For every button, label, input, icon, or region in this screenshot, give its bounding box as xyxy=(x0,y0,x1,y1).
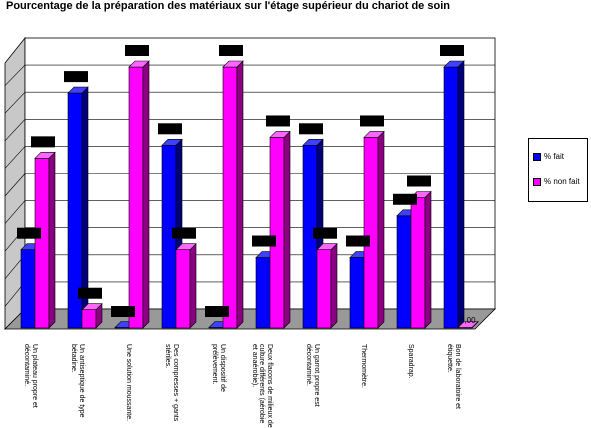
category-label: Thermomètre. xyxy=(360,344,367,388)
data-label-box-0-2 xyxy=(111,306,135,317)
bar-fait-5 xyxy=(255,257,271,329)
bar-non-fait-0-top xyxy=(34,152,56,159)
bar-non-fait-3-side xyxy=(189,242,197,329)
chart-title: Pourcentage de la préparation des matéri… xyxy=(6,0,450,12)
bar-fait-8 xyxy=(396,215,412,329)
bar-fait-9 xyxy=(443,66,459,329)
chart-data-labels: 0,00 xyxy=(17,45,476,325)
data-label-box-1-0 xyxy=(31,136,55,148)
legend-item-fait: % fait xyxy=(533,152,564,161)
data-label-text: 0,00 xyxy=(460,316,476,325)
bar-fait-6-top xyxy=(302,139,324,146)
gridline-side xyxy=(4,64,26,86)
data-label-box-0-5 xyxy=(252,235,276,247)
bar-non-fait-6-top xyxy=(316,243,338,250)
bar-non-fait-0 xyxy=(34,158,50,329)
bar-non-fait-1-top xyxy=(81,303,103,311)
category-axis-labels: Un plateau propre et décontaminé. Un anti… xyxy=(0,344,591,428)
bar-non-fait-1 xyxy=(81,309,97,329)
category-label: Un antiseptique de type bétadine. xyxy=(70,344,86,418)
bar-non-fait-7 xyxy=(363,137,379,329)
category-label: Deux flacons de milieux de culture diffé… xyxy=(251,344,273,428)
gridline-side xyxy=(4,173,26,197)
data-label-box-1-6 xyxy=(313,227,337,239)
category-label: Un dispositif de prélèvement. xyxy=(211,344,227,392)
gridline-side xyxy=(4,119,26,142)
data-label-box-1-2 xyxy=(125,45,149,56)
bar-non-fait-3 xyxy=(175,249,191,329)
data-label-box-1-4 xyxy=(219,45,243,56)
data-label-box-1-3 xyxy=(172,227,196,239)
data-label-box-0-4 xyxy=(205,306,229,317)
bar-non-fait-6 xyxy=(316,249,332,329)
data-label-box-0-6 xyxy=(299,123,323,135)
chart-bars xyxy=(20,60,479,329)
category-label: Un garrot propre est décontaminé. xyxy=(305,344,321,407)
category-label: Sparadrap. xyxy=(407,344,414,379)
data-label-box-0-7 xyxy=(346,235,370,247)
data-label-box-1-5 xyxy=(266,115,290,127)
gridline-side xyxy=(4,146,26,169)
bar-fait-9-side xyxy=(457,60,465,329)
bar-fait-7 xyxy=(349,257,365,329)
category-label: Une solution moussante. xyxy=(125,344,132,422)
bar-non-fait-5 xyxy=(269,137,285,329)
data-label-box-0-3 xyxy=(158,123,182,135)
data-label-box-0-1 xyxy=(64,71,88,83)
data-label-box-1-8 xyxy=(407,175,431,187)
legend-item-non-fait: % non fait xyxy=(533,177,580,186)
gridline-side xyxy=(4,200,26,224)
data-label-box-0-0 xyxy=(17,227,41,239)
bar-non-fait-5-side xyxy=(283,130,291,329)
bar-fait-1-top xyxy=(67,86,89,94)
bar-fait-3-top xyxy=(161,139,183,146)
bar-non-fait-3-top xyxy=(175,243,197,250)
bar-non-fait-5-top xyxy=(269,131,291,138)
bar-non-fait-0-side xyxy=(48,151,56,329)
category-label: Un plateau propre et décontaminé. xyxy=(23,344,39,408)
gridline-side xyxy=(4,91,26,114)
legend-swatch-fait xyxy=(533,152,541,161)
bar-non-fait-9-top xyxy=(457,321,479,328)
bar-non-fait-2-side xyxy=(142,60,150,329)
chart-legend: % fait % non fait xyxy=(528,138,588,202)
bar-non-fait-4 xyxy=(222,66,238,329)
bar-fait-9-top xyxy=(443,60,465,68)
data-label-box-0-8 xyxy=(393,193,417,205)
bar-non-fait-7-side xyxy=(377,130,385,329)
data-label-box-1-1 xyxy=(78,287,102,299)
bar-non-fait-6-side xyxy=(330,242,338,329)
bar-non-fait-8 xyxy=(410,197,426,329)
bar-fait-0 xyxy=(20,249,36,329)
category-label: Bon de laboratoire et étiquette. xyxy=(446,344,462,409)
legend-swatch-non-fait xyxy=(533,177,541,186)
legend-label-fait: % fait xyxy=(544,152,565,161)
bar-non-fait-4-side xyxy=(236,60,244,329)
bar-non-fait-4-top xyxy=(222,60,244,68)
data-label-box-0-9 xyxy=(440,45,464,56)
bar-non-fait-2-top xyxy=(128,60,150,68)
bar-non-fait-2 xyxy=(128,66,144,329)
bar-non-fait-7-top xyxy=(363,131,385,138)
category-label: Des compresses + gants stériles. xyxy=(164,344,180,422)
bar-non-fait-8-side xyxy=(424,190,432,329)
data-label-box-1-7 xyxy=(360,115,384,127)
legend-label-non-fait: % non fait xyxy=(544,177,580,186)
